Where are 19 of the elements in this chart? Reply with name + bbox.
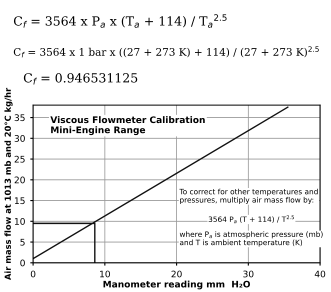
y-tick-label: 35 — [14, 114, 25, 122]
y-tick-label: 10 — [14, 218, 25, 225]
y-tick-label: 5 — [20, 238, 25, 246]
x-tick-label: 10 — [100, 270, 110, 278]
x-tick-label: 30 — [243, 270, 254, 278]
text: C$_{f}$ = 0.946531125 — [24, 73, 138, 84]
y-tick-label: 25 — [14, 156, 25, 163]
x-tick-label: 40 — [314, 270, 326, 278]
text: C$_{f}$ = 3564 x P$_{a}$ x (T$_{a}$ + 114) / T$_{a}$$^{2.5}$ — [14, 14, 227, 28]
y-tick-label: 20 — [14, 176, 25, 184]
y-tick-label: 30 — [14, 135, 25, 142]
text: Viscous Flowmeter Calibration Mini-Engine Range — [50, 116, 205, 136]
x-tick-label: 0 — [30, 270, 36, 278]
x-axis-title: Manometer reading mm H₂O — [104, 280, 250, 290]
y-tick-label: 15 — [14, 197, 25, 204]
x-tick-label: 20 — [172, 270, 182, 278]
y-axis-title: Air mass flow at 1013 mb and 20°C kg/hr — [4, 88, 13, 280]
text: C$_{f}$ = 3564 x 1 bar x ((27 + 273 K) + 114) / (27 + 273 K)$^{2.5}$ — [14, 46, 319, 58]
y-tick-label: 0 — [20, 260, 25, 266]
